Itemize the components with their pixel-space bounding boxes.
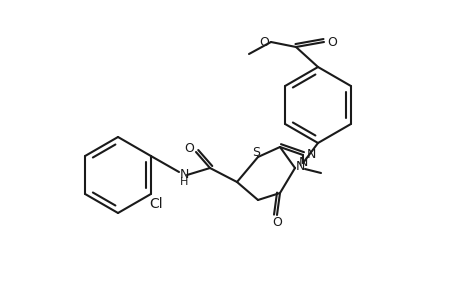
Text: O: O [184,142,194,155]
Text: S: S [252,146,259,158]
Text: N: N [306,148,315,160]
Text: O: O [271,217,281,230]
Text: N: N [295,160,304,173]
Text: N: N [179,167,188,181]
Text: O: O [326,35,336,49]
Text: N: N [298,157,307,169]
Text: O: O [258,35,269,49]
Text: Cl: Cl [149,197,162,211]
Text: H: H [179,177,188,187]
